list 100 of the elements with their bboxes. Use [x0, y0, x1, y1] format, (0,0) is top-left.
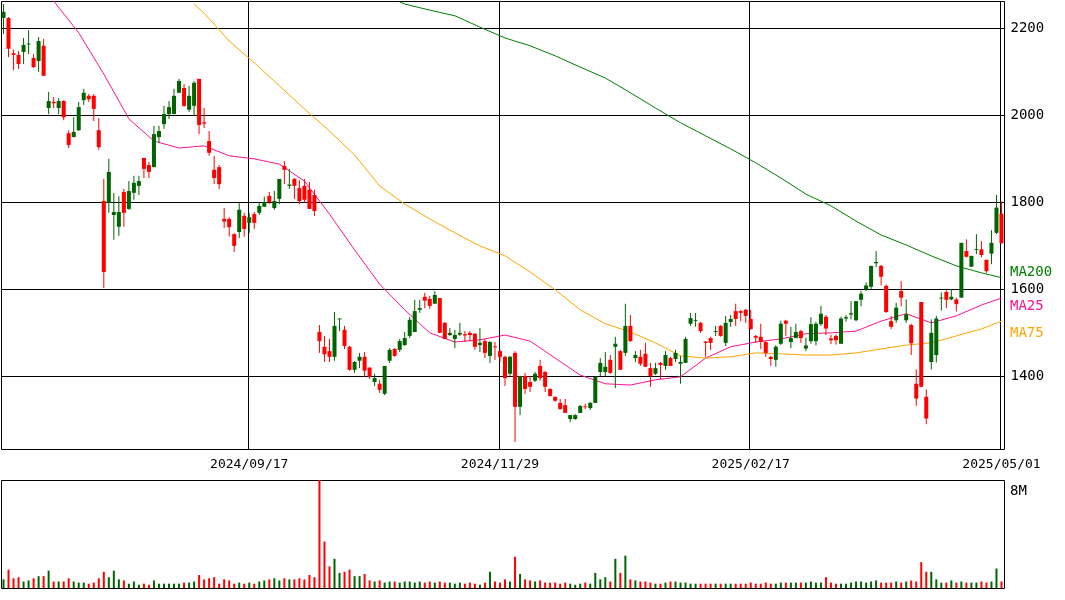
candlestick: [136, 175, 141, 196]
bar: [880, 582, 883, 588]
candlestick: [272, 190, 277, 211]
bar: [248, 582, 251, 588]
candlestick: [964, 238, 969, 259]
bar: [203, 579, 206, 588]
bar: [403, 581, 406, 588]
candlestick: [487, 340, 492, 364]
bar: [92, 582, 95, 588]
candlestick: [242, 212, 247, 238]
candlestick: [187, 85, 192, 113]
candlestick: [904, 298, 909, 324]
bar: [498, 582, 501, 588]
candlestick: [849, 300, 854, 320]
bar: [574, 584, 577, 588]
bar: [383, 582, 386, 588]
bar: [524, 579, 527, 588]
bar: [604, 577, 607, 588]
bar: [323, 541, 326, 588]
bar: [809, 581, 812, 588]
bar: [328, 566, 331, 588]
bar: [97, 578, 100, 588]
bar: [12, 578, 15, 588]
bar: [799, 582, 802, 588]
candlestick: [207, 130, 212, 157]
candlestick: [232, 232, 237, 253]
bar: [208, 578, 211, 588]
candlestick: [939, 291, 944, 312]
bar: [238, 582, 241, 588]
candlestick: [11, 49, 16, 71]
bar: [764, 582, 767, 588]
bar: [955, 582, 958, 588]
candlestick: [648, 362, 653, 388]
bar: [985, 582, 988, 588]
bar: [855, 581, 858, 588]
candlestick: [663, 350, 668, 371]
bar: [428, 581, 431, 588]
candlestick: [813, 321, 818, 346]
candlestick: [167, 100, 172, 120]
candlestick: [1, 3, 6, 35]
candlestick: [909, 323, 914, 356]
bar: [669, 581, 672, 588]
bar: [353, 576, 356, 588]
bar: [905, 581, 908, 588]
bar: [27, 580, 30, 588]
bar: [679, 582, 682, 588]
bar: [413, 582, 416, 588]
candlestick: [497, 349, 502, 363]
candlestick: [778, 320, 783, 346]
bar: [895, 581, 898, 588]
candlestick: [823, 314, 828, 336]
y-tick-label: 2200: [1010, 19, 1045, 36]
candlestick: [974, 233, 979, 255]
bar: [22, 581, 25, 588]
candlestick: [989, 229, 994, 265]
bar: [649, 582, 652, 588]
x-tick-label: 2025/05/01: [962, 455, 1041, 471]
bar: [42, 576, 45, 588]
candlestick: [212, 155, 217, 185]
bar: [137, 584, 140, 588]
bar: [37, 576, 40, 588]
bar: [2, 579, 5, 588]
bar: [885, 582, 888, 588]
candlestick: [96, 117, 101, 151]
candlestick: [21, 37, 26, 65]
bar: [960, 581, 963, 588]
candlestick: [803, 337, 808, 352]
bar: [313, 577, 316, 588]
bar: [358, 576, 361, 588]
candlestick: [859, 290, 864, 307]
bar: [875, 580, 878, 588]
candlestick: [76, 101, 81, 132]
bar: [910, 580, 913, 588]
bar: [779, 582, 782, 588]
candlestick: [182, 83, 187, 108]
bar: [990, 581, 993, 588]
bar: [829, 582, 832, 588]
bar: [915, 581, 918, 588]
bar: [132, 581, 135, 588]
bar: [72, 581, 75, 588]
bar: [860, 581, 863, 588]
candlestick: [788, 326, 793, 349]
series-label: MA25: [1010, 297, 1044, 314]
bar: [850, 582, 853, 588]
bar: [980, 581, 983, 588]
bar: [584, 582, 587, 588]
bar: [900, 582, 903, 588]
candlestick: [793, 323, 798, 339]
bar: [594, 572, 597, 588]
bar: [674, 581, 677, 588]
candlestick: [347, 345, 352, 372]
candlestick: [748, 309, 753, 331]
bar: [283, 578, 286, 588]
bar: [102, 571, 105, 588]
bar: [614, 558, 617, 588]
bar: [644, 581, 647, 588]
bar: [152, 580, 155, 588]
bar: [7, 569, 10, 588]
bar: [303, 579, 306, 588]
candlestick: [798, 329, 803, 344]
